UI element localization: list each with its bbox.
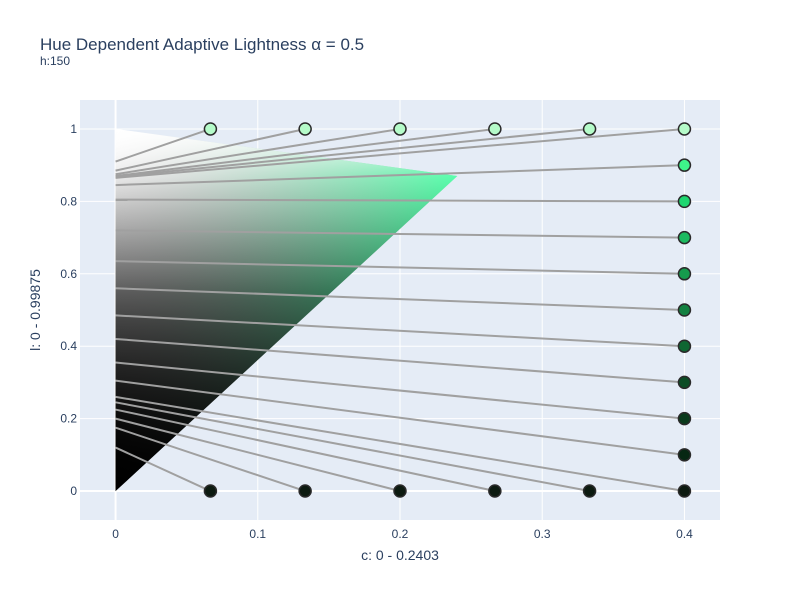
mapping-line (115, 128, 211, 163)
x-tick-label: 0.4 (676, 527, 693, 541)
data-point (677, 411, 692, 426)
chart-title: Hue Dependent Adaptive Lightness α = 0.5 (40, 35, 364, 54)
x-axis-label: c: 0 - 0.2403 (361, 547, 439, 563)
mapping-line (115, 164, 685, 187)
data-point (677, 158, 692, 172)
data-point (582, 122, 597, 136)
data-point (677, 448, 692, 462)
y-tick-label: 0.8 (60, 194, 77, 208)
mapping-line (115, 446, 211, 492)
x-tick-label: 0.3 (534, 527, 551, 541)
data-point (203, 122, 218, 136)
data-point (677, 375, 692, 390)
mapping-line (115, 127, 495, 178)
y-tick-label: 0.2 (60, 412, 77, 426)
data-point (677, 230, 692, 245)
data-point (393, 484, 407, 498)
mapping-line (115, 408, 496, 493)
y-tick-label: 0.4 (60, 339, 77, 353)
y-tick-label: 1 (70, 122, 77, 136)
mapping-line (115, 337, 685, 384)
mapping-line (115, 260, 685, 275)
data-point (677, 339, 692, 353)
mapping-line (115, 379, 685, 456)
x-axis-ticks: 0 0.1 0.2 0.3 0.4 (112, 527, 693, 541)
mapping-line (115, 287, 685, 311)
data-point (298, 484, 312, 498)
data-point (393, 122, 407, 136)
mapping-line (115, 229, 685, 239)
data-point (677, 122, 692, 136)
chart-subtitle: h:150 (40, 54, 70, 68)
mapping-line (115, 417, 401, 493)
mapping-line (115, 314, 685, 348)
mapping-line (115, 426, 306, 492)
mapping-line (115, 361, 685, 420)
mapping-line (115, 127, 306, 172)
mapping-line (115, 401, 590, 493)
mapping-line (115, 127, 685, 179)
data-point (298, 122, 312, 136)
mapping-line (115, 395, 685, 493)
data-point (488, 122, 502, 136)
mapping-line (115, 127, 590, 178)
y-tick-label: 0.6 (60, 267, 77, 281)
data-points (203, 122, 692, 498)
mapping-lines (115, 127, 685, 493)
data-point (677, 303, 692, 317)
data-point (677, 484, 692, 498)
y-axis-ticks: 0 0.2 0.4 0.6 0.8 1 (60, 122, 77, 498)
mapping-line (115, 198, 685, 203)
data-point (677, 267, 692, 281)
x-tick-label: 0.1 (249, 527, 266, 541)
y-axis-label: l: 0 - 0.99875 (27, 269, 43, 351)
mapping-line (115, 127, 401, 176)
data-point (677, 194, 692, 209)
x-tick-label: 0 (112, 527, 119, 541)
data-point (488, 484, 502, 498)
data-point (582, 484, 597, 498)
data-point (203, 484, 218, 498)
x-tick-label: 0.2 (392, 527, 409, 541)
y-tick-label: 0 (70, 484, 77, 498)
gamut-lightness-layer (115, 128, 458, 492)
gamut-region (115, 128, 458, 492)
